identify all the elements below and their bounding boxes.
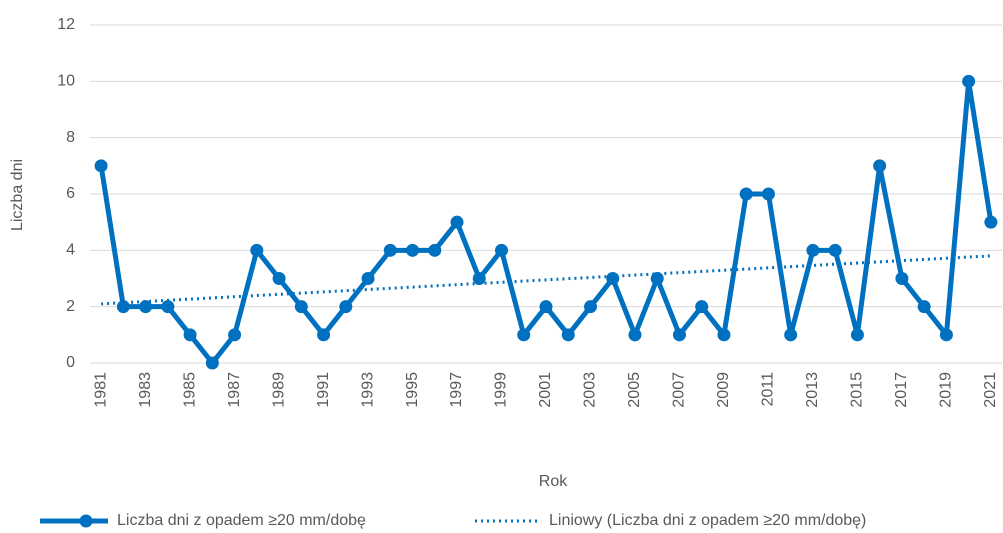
x-tick-label: 1991: [315, 372, 332, 408]
data-point: [472, 272, 486, 285]
data-point: [495, 243, 509, 257]
x-tick-label: 1993: [359, 372, 376, 408]
data-point: [361, 272, 375, 285]
data-point: [850, 328, 864, 342]
data-point: [339, 300, 353, 314]
data-point: [539, 300, 553, 314]
data-point: [228, 328, 242, 342]
legend-label: Liniowy (Liczba dni z opadem ≥20 mm/dobę…: [549, 512, 866, 529]
data-point: [517, 328, 531, 342]
data-point: [294, 300, 308, 314]
data-point: [828, 243, 842, 257]
y-tick-label: 2: [66, 298, 75, 315]
x-tick-label: 1999: [493, 372, 510, 408]
y-tick-label: 4: [66, 242, 75, 259]
data-point: [606, 272, 620, 285]
data-point: [383, 243, 397, 257]
data-point: [984, 215, 998, 229]
x-tick-label: 1995: [404, 372, 421, 408]
x-tick-label: 1989: [270, 372, 287, 408]
x-tick-label: 1997: [448, 372, 465, 408]
data-point: [628, 328, 642, 342]
x-tick-label: 2007: [671, 372, 688, 408]
x-tick-label: 2001: [537, 372, 554, 408]
data-point: [806, 243, 820, 257]
data-point: [784, 328, 798, 342]
data-point: [650, 272, 664, 285]
trendline: [101, 254, 991, 306]
y-tick-label: 6: [66, 185, 75, 202]
x-tick-label: 2019: [938, 372, 955, 408]
x-tick-label: 2005: [626, 372, 643, 408]
data-point: [250, 243, 264, 257]
x-tick-label: 2003: [582, 372, 599, 408]
data-point: [450, 215, 464, 229]
x-tick-label: 1981: [92, 372, 109, 408]
data-point: [94, 159, 108, 173]
y-tick-label: 8: [66, 129, 75, 146]
data-point: [183, 328, 197, 342]
x-tick-label: 2011: [760, 372, 777, 407]
y-tick-label: 12: [57, 16, 75, 33]
data-point: [205, 356, 219, 370]
data-point: [428, 243, 442, 257]
data-point: [695, 300, 709, 314]
data-point: [739, 187, 753, 201]
data-point: [672, 328, 686, 342]
data-point: [761, 187, 775, 201]
x-tick-label: 1985: [181, 372, 198, 408]
y-axis-title: Liczba dni: [9, 159, 26, 231]
data-point: [717, 328, 731, 342]
data-point: [406, 243, 420, 257]
data-point: [873, 159, 887, 173]
data-line: [98, 78, 994, 366]
x-tick-label: 1983: [137, 372, 154, 408]
data-point: [272, 272, 286, 285]
x-tick-label: 2009: [715, 372, 732, 408]
data-point: [116, 300, 130, 314]
data-point: [161, 300, 175, 314]
legend-marker: [79, 514, 93, 528]
x-tick-label: 1987: [226, 372, 243, 408]
x-tick-label: 2013: [804, 372, 821, 408]
legend-label: Liczba dni z opadem ≥20 mm/dobę: [117, 512, 366, 529]
data-point: [939, 328, 953, 342]
x-tick-label: 2015: [849, 372, 866, 408]
y-tick-label: 0: [66, 354, 75, 371]
y-tick-label: 10: [57, 73, 75, 90]
x-tick-label: 2021: [982, 372, 999, 408]
data-point: [561, 328, 575, 342]
data-point: [583, 300, 597, 314]
x-axis-title: Rok: [539, 473, 568, 490]
data-point: [917, 300, 931, 314]
data-point: [317, 328, 331, 342]
x-tick-label: 2017: [893, 372, 910, 408]
data-point: [895, 272, 909, 285]
data-point: [139, 300, 153, 314]
data-point: [962, 74, 976, 88]
